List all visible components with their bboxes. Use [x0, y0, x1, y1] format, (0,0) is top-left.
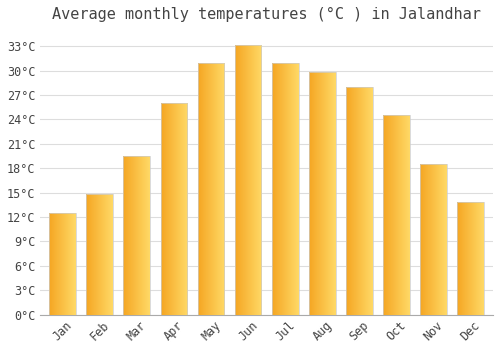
Bar [49, 213, 76, 315]
Title: Average monthly temperatures (°C ) in Jalandhar: Average monthly temperatures (°C ) in Ja… [52, 7, 481, 22]
Bar [458, 202, 484, 315]
Bar [383, 116, 410, 315]
Bar [160, 103, 188, 315]
Bar [420, 164, 447, 315]
Bar [272, 63, 298, 315]
Bar [86, 194, 113, 315]
Bar [309, 72, 336, 315]
Bar [235, 45, 262, 315]
Bar [124, 156, 150, 315]
Bar [198, 63, 224, 315]
Bar [346, 87, 373, 315]
